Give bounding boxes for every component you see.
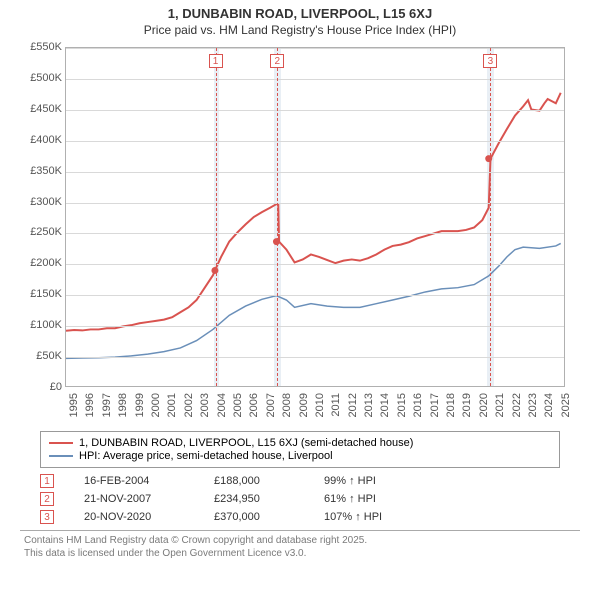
x-axis-label: 1999 (134, 393, 146, 443)
x-axis-label: 2024 (543, 393, 555, 443)
x-axis-label: 2000 (150, 393, 162, 443)
legend-swatch-hpi (49, 455, 73, 457)
event-dash (490, 48, 491, 386)
event-price-2: £234,950 (214, 493, 294, 505)
chart-svg (66, 48, 564, 386)
x-axis-label: 2007 (265, 393, 277, 443)
event-marker-box-3: 3 (483, 54, 497, 68)
event-marker-box-1: 1 (209, 54, 223, 68)
x-axis-label: 2015 (396, 393, 408, 443)
x-axis-label: 2020 (478, 393, 490, 443)
events-table: 1 16-FEB-2004 £188,000 99% ↑ HPI 2 21-NO… (40, 474, 560, 524)
y-axis-label: £200K (20, 257, 62, 269)
x-axis-label: 2025 (560, 393, 572, 443)
event-price-1: £188,000 (214, 475, 294, 487)
series-line-hpi (66, 243, 561, 358)
event-dash (277, 48, 278, 386)
y-axis-label: £0 (20, 381, 62, 393)
x-axis-label: 2006 (248, 393, 260, 443)
event-diff-1: 99% ↑ HPI (324, 475, 434, 487)
y-axis-label: £150K (20, 288, 62, 300)
x-axis-label: 2009 (298, 393, 310, 443)
event-diff-2: 61% ↑ HPI (324, 493, 434, 505)
x-axis-label: 2021 (494, 393, 506, 443)
plot-area: 1 2 3 (65, 47, 565, 387)
y-axis-label: £300K (20, 196, 62, 208)
x-axis-label: 2013 (363, 393, 375, 443)
y-axis-label: £500K (20, 72, 62, 84)
event-price-3: £370,000 (214, 511, 294, 523)
x-axis-label: 1998 (117, 393, 129, 443)
event-row-2: 2 21-NOV-2007 £234,950 61% ↑ HPI (40, 492, 560, 506)
y-axis-label: £50K (20, 350, 62, 362)
x-axis-label: 1995 (68, 393, 80, 443)
title-block: 1, DUNBABIN ROAD, LIVERPOOL, L15 6XJ Pri… (0, 0, 600, 39)
legend-row-hpi: HPI: Average price, semi-detached house,… (49, 450, 551, 462)
event-dash (216, 48, 217, 386)
x-axis-label: 1997 (101, 393, 113, 443)
x-axis-label: 2018 (445, 393, 457, 443)
x-axis-label: 2008 (281, 393, 293, 443)
x-axis-label: 2010 (314, 393, 326, 443)
x-axis-label: 2017 (429, 393, 441, 443)
x-axis-label: 2016 (412, 393, 424, 443)
credit-line-2: This data is licensed under the Open Gov… (24, 548, 576, 561)
event-marker-1: 1 (40, 474, 54, 488)
x-axis-label: 2022 (511, 393, 523, 443)
credit-block: Contains HM Land Registry data © Crown c… (20, 530, 580, 560)
event-marker-box-2: 2 (270, 54, 284, 68)
event-date-2: 21-NOV-2007 (84, 493, 184, 505)
x-axis-label: 2001 (166, 393, 178, 443)
x-axis-label: 2019 (461, 393, 473, 443)
y-axis-label: £450K (20, 103, 62, 115)
x-axis-label: 2005 (232, 393, 244, 443)
event-row-1: 1 16-FEB-2004 £188,000 99% ↑ HPI (40, 474, 560, 488)
x-axis-label: 2011 (330, 393, 342, 443)
x-axis-label: 2004 (216, 393, 228, 443)
credit-line-1: Contains HM Land Registry data © Crown c… (24, 535, 576, 548)
y-axis-label: £250K (20, 226, 62, 238)
event-diff-3: 107% ↑ HPI (324, 511, 434, 523)
event-date-3: 20-NOV-2020 (84, 511, 184, 523)
y-axis-label: £550K (20, 41, 62, 53)
x-axis-label: 1996 (84, 393, 96, 443)
event-row-3: 3 20-NOV-2020 £370,000 107% ↑ HPI (40, 510, 560, 524)
legend-label-hpi: HPI: Average price, semi-detached house,… (79, 450, 333, 462)
y-axis-label: £100K (20, 319, 62, 331)
event-date-1: 16-FEB-2004 (84, 475, 184, 487)
x-axis-label: 2023 (527, 393, 539, 443)
event-marker-2: 2 (40, 492, 54, 506)
x-axis-label: 2014 (379, 393, 391, 443)
x-axis-label: 2002 (183, 393, 195, 443)
x-axis-label: 2003 (199, 393, 211, 443)
x-axis-label: 2012 (347, 393, 359, 443)
y-axis-label: £350K (20, 165, 62, 177)
chart-area: 1 2 3 £0 £50K £100K £150K £200K £250K £300K £350K… (20, 39, 580, 431)
event-marker-3: 3 (40, 510, 54, 524)
chart-title-sub: Price paid vs. HM Land Registry's House … (0, 23, 600, 37)
y-axis-label: £400K (20, 134, 62, 146)
chart-title-main: 1, DUNBABIN ROAD, LIVERPOOL, L15 6XJ (0, 6, 600, 21)
